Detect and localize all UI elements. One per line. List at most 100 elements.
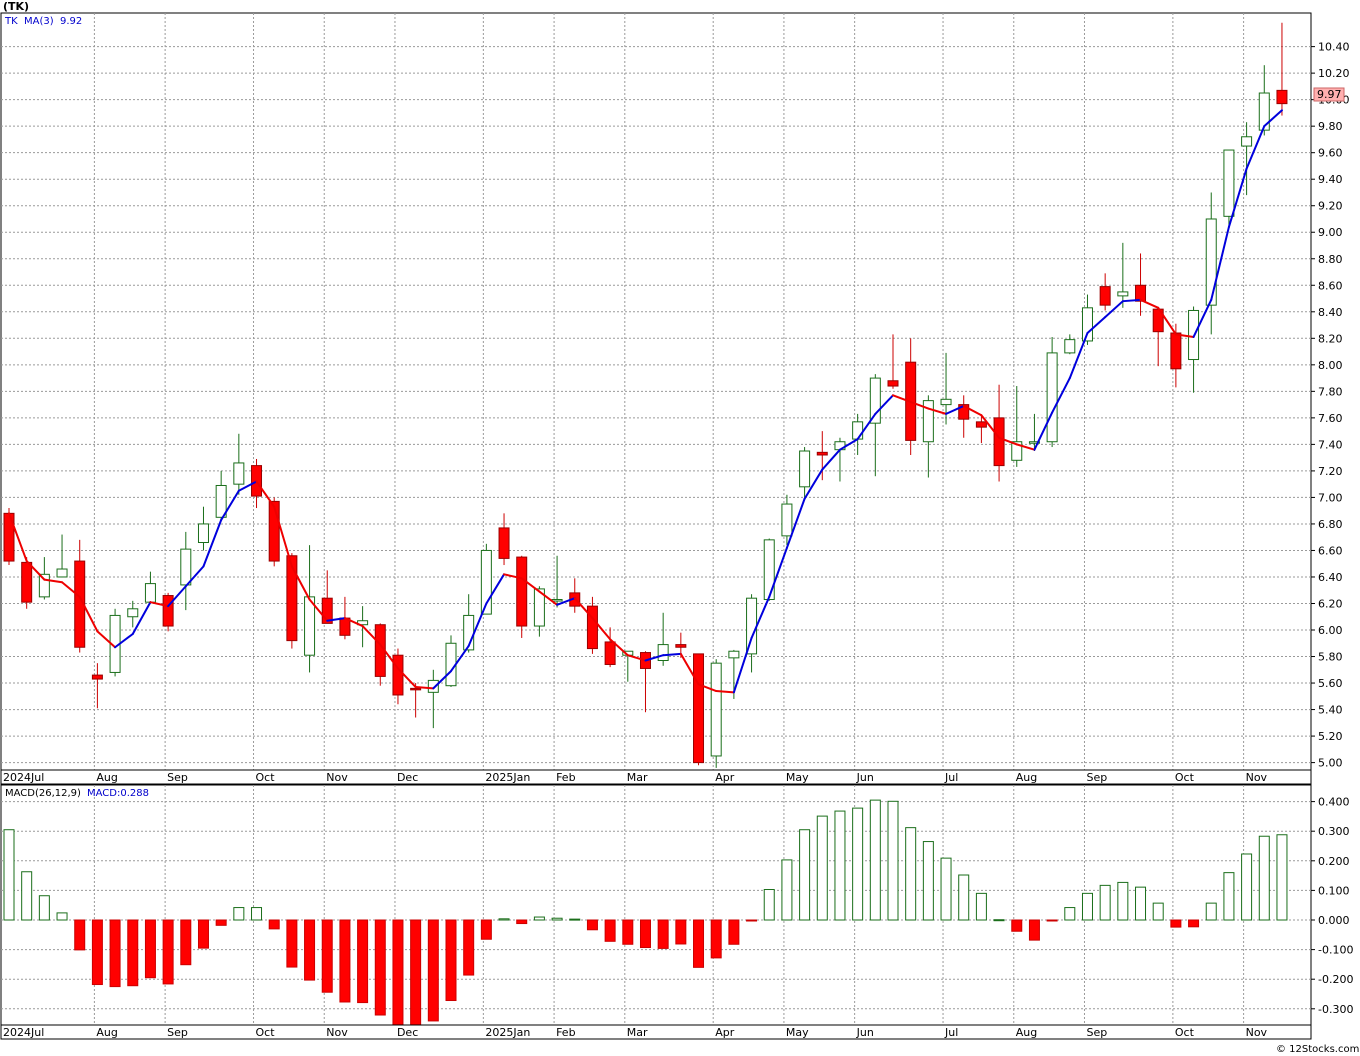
last-price-tag-bg (1313, 87, 1345, 102)
ma-segment (803, 468, 824, 500)
price-tick-label: 7.00 (1318, 491, 1343, 504)
ma-segment (379, 643, 399, 670)
macd-bar-negative (622, 919, 634, 945)
candle-up (551, 599, 563, 602)
macd-bar-negative (392, 919, 404, 1029)
macd-bar-negative (1170, 919, 1182, 928)
macd-bar-negative (445, 919, 457, 1002)
ma-segment (520, 577, 541, 593)
ma-segment (980, 414, 1001, 439)
candle-down (286, 555, 298, 642)
price-month-label: Nov (326, 771, 348, 784)
price-tick-label: 6.20 (1318, 597, 1343, 610)
ma-segment (220, 489, 240, 521)
macd-bar-negative (710, 919, 722, 959)
macd-bar-positive (1099, 884, 1111, 921)
ma-segment (750, 595, 771, 639)
macd-bar-positive (56, 912, 68, 921)
price-tick-label: 7.20 (1318, 465, 1343, 478)
price-tick-label: 9.40 (1318, 173, 1343, 186)
ma-segment (308, 598, 329, 622)
ma-segment (1086, 316, 1107, 335)
ma-period-label: MA(3) (24, 16, 54, 27)
macd-bar-positive (1258, 835, 1270, 921)
macd-bar-negative (586, 919, 598, 931)
candle-down (1099, 286, 1111, 306)
ma-segment (715, 690, 735, 694)
price-panel: 5.00 5.20 5.40 5.60 5.80 6.00 6.20 6.40 6.60 6.80… (0, 12, 1350, 771)
ma-segment (43, 578, 64, 584)
ma-segment (255, 480, 276, 508)
credit-text: © 12Stocks.com (1276, 1044, 1359, 1055)
candle-down (1170, 332, 1182, 370)
macd-bar-positive (1135, 886, 1147, 921)
ma-segment (78, 595, 99, 633)
ma-segment (450, 644, 470, 673)
candle-up (1205, 218, 1217, 306)
ma-segment (1210, 225, 1230, 301)
price-month-label: Apr (715, 771, 735, 784)
candle-down (1276, 89, 1288, 105)
macd-tick-label: -0.300 (1318, 1003, 1353, 1016)
ma-segment (821, 448, 841, 471)
macd-month-label: Jul (944, 1026, 958, 1039)
price-tick-label: 7.40 (1318, 438, 1343, 451)
candle-down (693, 653, 705, 764)
ma-segment (25, 560, 46, 581)
ma-segment (1174, 333, 1195, 338)
macd-bar-negative (1046, 919, 1058, 922)
price-tick-label: 8.00 (1318, 359, 1343, 372)
ma-segment (237, 480, 258, 492)
candle-up (233, 462, 245, 485)
macd-bar-positive (940, 857, 952, 921)
price-tick-label: 9.20 (1318, 200, 1343, 213)
ma-segment (467, 602, 488, 647)
price-tick-label: 8.40 (1318, 306, 1343, 319)
macd-bar-positive (922, 841, 934, 921)
macd-bar-positive (958, 874, 970, 921)
candle-down (586, 605, 598, 650)
macd-bar-negative (463, 919, 475, 976)
macd-month-label: Nov (326, 1026, 348, 1039)
candle-down (91, 674, 103, 680)
candle-up (799, 450, 811, 488)
macd-bar-positive (251, 907, 263, 921)
price-tick-label: 8.80 (1318, 253, 1343, 266)
macd-bar-negative (127, 919, 139, 987)
candle-up (144, 583, 156, 603)
ma-segment (962, 404, 983, 417)
candle-down (975, 421, 987, 428)
macd-bar-negative (675, 919, 687, 945)
ma-segment (326, 617, 346, 622)
ma-segment (1227, 167, 1248, 228)
price-tick-label: 8.20 (1318, 332, 1343, 345)
price-month-label: Sep (1086, 771, 1107, 784)
ma-segment (1015, 443, 1036, 451)
last-price-tag-text: 9.97 (1317, 88, 1342, 101)
ma-segment (96, 630, 117, 649)
macd-params-label: MACD(26,12,9) (5, 788, 81, 799)
ma-segment (856, 412, 877, 441)
candle-down (268, 500, 280, 562)
macd-month-label: May (786, 1026, 809, 1039)
price-month-label: Dec (397, 771, 418, 784)
candle-down (321, 597, 333, 624)
macd-tick-label: 0.200 (1318, 855, 1350, 868)
candle-up (533, 588, 545, 627)
ma-segment (609, 638, 629, 657)
macd-month-label: Nov (1246, 1026, 1268, 1039)
price-tick-label: 9.80 (1318, 120, 1343, 133)
ma-segment (184, 565, 205, 588)
macd-tick-label: -0.100 (1318, 944, 1353, 957)
macd-tick-label: -0.200 (1318, 973, 1353, 986)
ma-segment (8, 512, 28, 563)
price-tick-label: 10.20 (1318, 67, 1350, 80)
ma-segment (662, 652, 682, 657)
ma-segment (114, 632, 134, 649)
ma-segment (361, 625, 382, 646)
ma-segment (1051, 377, 1071, 414)
ma-segment (167, 585, 187, 608)
macd-bar-negative (357, 919, 369, 1004)
candle-up (127, 608, 139, 618)
ma-segment (343, 617, 364, 628)
